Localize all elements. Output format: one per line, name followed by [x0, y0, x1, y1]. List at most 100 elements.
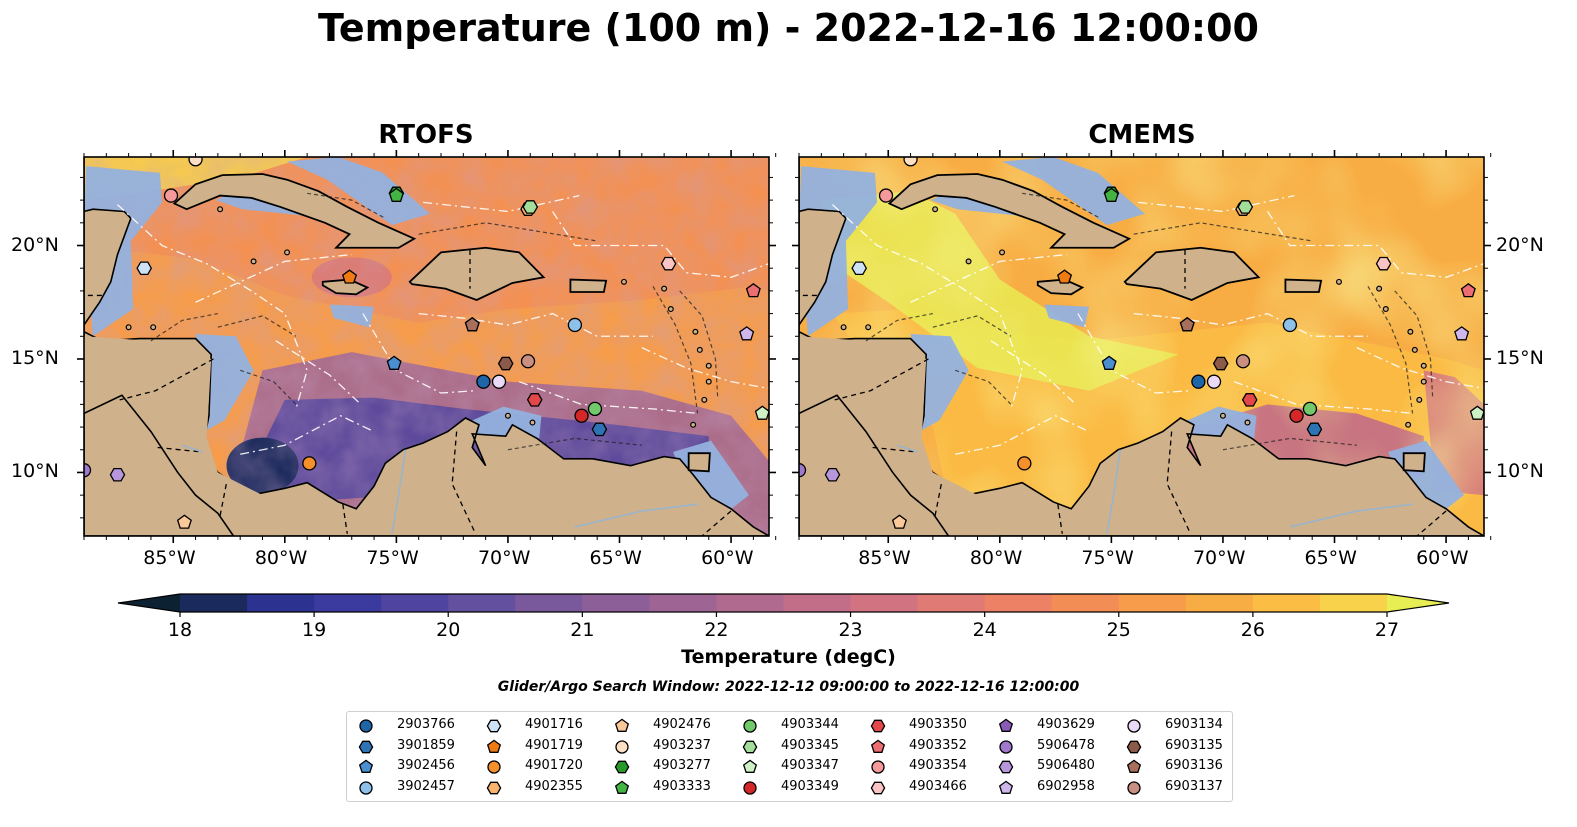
colorbar-bin: [716, 594, 784, 612]
colorbar-bin: [314, 594, 382, 612]
hexagon-marker-icon: [1126, 740, 1142, 753]
hexagon-marker-icon: [742, 740, 758, 753]
float-marker-5906478: [799, 463, 807, 478]
float-marker-2903766: [1191, 374, 1206, 389]
float-marker-4903349: [574, 408, 589, 423]
float-marker-4903237: [903, 157, 918, 167]
float-marker-4901719: [342, 269, 358, 284]
lon-label-panel-0: 70°W: [477, 547, 531, 569]
hexagon-marker-icon: [486, 781, 502, 794]
colorbar-bin: [1252, 594, 1321, 612]
circle-marker-icon: [1127, 719, 1141, 733]
colorbar-bin: [582, 594, 650, 612]
float-marker-4901716: [851, 261, 868, 276]
map-panel-cmems: [792, 150, 1492, 543]
colorbar-bin: [381, 594, 449, 612]
legend-item-label: 4903333: [653, 778, 711, 794]
legend-item-label: 4903629: [1037, 717, 1095, 732]
hexagon-marker-icon: [358, 740, 374, 753]
float-marker-6902958: [1454, 326, 1470, 341]
float-marker-4903352: [745, 282, 761, 298]
lon-label-panel-1: 75°W: [1081, 547, 1134, 569]
pentagon-marker-icon: [486, 739, 502, 753]
colorbar-bin: [515, 594, 583, 612]
pentagon-marker-icon: [998, 718, 1014, 732]
float-marker-6902958: [739, 326, 755, 341]
float-marker-4903350: [1241, 393, 1258, 407]
hexagon-marker-icon: [614, 760, 630, 774]
pentagon-marker-icon: [614, 780, 630, 794]
float-marker-6903136: [464, 316, 480, 332]
lat-label-left: 15°N: [11, 346, 59, 369]
legend-item-label: 3902457: [397, 778, 455, 794]
colorbar-bin: [649, 594, 717, 612]
lat-label-right: 20°N: [1496, 233, 1544, 256]
pentagon-marker-icon: [614, 718, 630, 732]
pentagon-marker-icon: [1126, 759, 1142, 773]
lon-label-panel-1: 65°W: [1304, 547, 1357, 569]
float-marker-6903135: [1212, 356, 1229, 371]
colorbar-label: Temperature (degC): [681, 646, 896, 668]
circle-marker-icon: [743, 719, 757, 733]
colorbar-bin: [448, 594, 516, 612]
float-marker-6903137: [520, 354, 536, 369]
lon-label-panel-0: 60°W: [701, 547, 754, 569]
circle-marker-icon: [871, 760, 885, 774]
legend-item-label: 6903135: [1165, 737, 1223, 753]
hexagon-marker-icon: [870, 719, 886, 733]
float-marker-3901859: [591, 422, 608, 437]
float-legend: 2903766 3901859 3902456 3902457 4901716 49017…: [346, 711, 1233, 802]
colorbar-bin: [1185, 594, 1254, 612]
lat-label-right: 10°N: [1496, 460, 1544, 483]
float-marker-4901719: [1057, 269, 1073, 284]
float-marker-4903333: [388, 187, 404, 202]
float-marker-4903344: [1302, 401, 1318, 417]
float-marker-4901716: [136, 261, 153, 276]
main-title: Temperature (100 m) - 2022-12-16 12:00:0…: [317, 6, 1259, 50]
hexagon-marker-icon: [870, 781, 886, 794]
legend-item-label: 6903136: [1165, 758, 1223, 773]
lon-label-panel-0: 75°W: [366, 547, 419, 569]
colorbar-extend-high: [1387, 594, 1449, 612]
search-window-text: Glider/Argo Search Window: 2022-12-12 09…: [497, 679, 1080, 695]
colorbar-tick-label: 18: [167, 619, 193, 641]
float-marker-4903466: [660, 256, 677, 271]
float-marker-3902457: [567, 317, 583, 333]
lat-label-left: 10°N: [11, 460, 59, 483]
lon-label-panel-1: 60°W: [1416, 547, 1469, 569]
pentagon-marker-icon: [870, 739, 886, 753]
legend-item-label: 6903134: [1165, 717, 1223, 732]
pentagon-marker-icon: [998, 780, 1014, 794]
legend-item-label: 4903277: [653, 758, 711, 773]
colorbar-extend-low: [118, 594, 180, 612]
float-marker-4903345: [1237, 200, 1254, 214]
circle-marker-icon: [615, 739, 629, 754]
float-marker-3902457: [1282, 317, 1298, 333]
circle-marker-icon: [359, 719, 373, 733]
legend-item-label: 4902355: [525, 778, 583, 794]
colorbar-bin: [850, 594, 919, 612]
float-marker-4903354: [878, 188, 894, 203]
legend-item-label: 4903349: [781, 778, 839, 794]
colorbar-bin: [1319, 594, 1388, 612]
panel-title-cmems: CMEMS: [1088, 120, 1196, 150]
hexagon-marker-icon: [486, 719, 502, 733]
lon-label-panel-0: 65°W: [589, 547, 642, 569]
legend-item-label: 4902476: [653, 717, 711, 732]
float-marker-6903135: [497, 356, 514, 371]
circle-marker-icon: [359, 780, 373, 795]
colorbar-bin: [984, 594, 1053, 612]
float-marker-3902456: [1101, 355, 1117, 370]
float-marker-5906478: [84, 463, 92, 478]
circle-marker-icon: [743, 780, 757, 795]
float-marker-3901859: [1306, 422, 1323, 437]
float-marker-4903349: [1289, 408, 1304, 423]
float-marker-4901720: [1017, 456, 1032, 471]
colorbar-bin: [180, 594, 248, 612]
float-marker-4903466: [1375, 256, 1392, 271]
colorbar-bin: [783, 594, 852, 612]
legend-item-label: 6902958: [1037, 778, 1095, 794]
float-marker-4902476: [891, 514, 907, 529]
circle-marker-icon: [999, 739, 1013, 754]
